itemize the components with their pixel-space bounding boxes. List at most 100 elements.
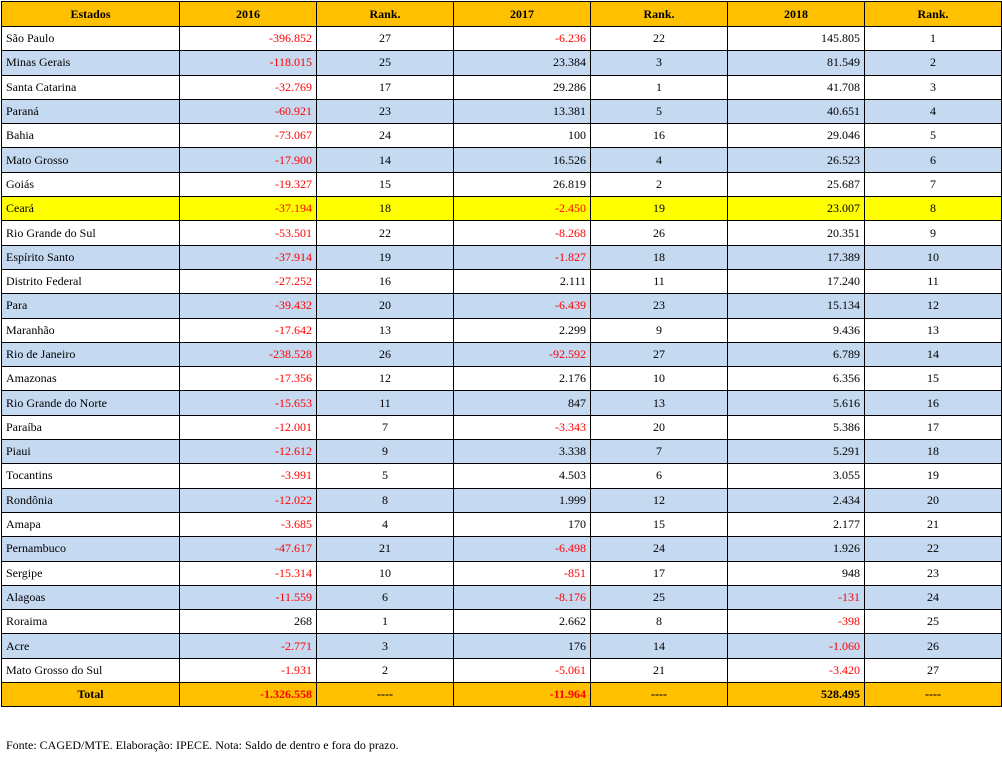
table-row: Rondônia -12.022 8 1.999 12 2.434 20: [1, 487, 1002, 513]
state-cell: Espírito Santo: [1, 244, 180, 270]
rank-2017: 26: [590, 220, 728, 246]
table-row: Tocantins -3.991 5 4.503 6 3.055 19: [1, 463, 1002, 489]
rank-2017: 19: [590, 196, 728, 222]
value-2017: -6.498: [453, 536, 591, 562]
value-2017: 1.999: [453, 487, 591, 513]
state-cell: Pernambuco: [1, 536, 180, 562]
value-2016: -396.852: [179, 25, 317, 52]
table-row: Amapa -3.685 4 170 15 2.177 21: [1, 511, 1002, 538]
header-estados: Estados: [1, 1, 180, 27]
table-row: Rio Grande do Norte -15.653 11 847 13 5.616 16: [1, 390, 1002, 416]
rank-2016: 10: [316, 560, 454, 586]
rank-2018: 24: [864, 584, 1002, 611]
header-rank-2016: Rank.: [316, 1, 454, 27]
state-cell: Rio Grande do Sul: [1, 220, 180, 246]
value-2017: -6.439: [453, 293, 591, 319]
value-2018: -131: [727, 584, 865, 611]
total-label: Total: [1, 682, 180, 708]
rank-2016: 20: [316, 293, 454, 319]
value-2018: 40.651: [727, 98, 865, 125]
rank-2018: 12: [864, 293, 1002, 319]
table-row: Mato Grosso -17.900 14 16.526 4 26.523 6: [1, 147, 1002, 173]
rank-2018: 1: [864, 25, 1002, 52]
rank-2016: 3: [316, 633, 454, 659]
value-2016: -17.900: [179, 147, 317, 173]
value-2016: -3.685: [179, 511, 317, 538]
rank-2016: 16: [316, 268, 454, 295]
rank-2016: 17: [316, 74, 454, 100]
value-2017: -92.592: [453, 341, 591, 368]
total-2017: -11.964: [453, 682, 591, 708]
rank-2017: 10: [590, 366, 728, 392]
table-row: Bahia -73.067 24 100 16 29.046 5: [1, 123, 1002, 149]
value-2017: 16.526: [453, 147, 591, 173]
value-2016: -3.991: [179, 463, 317, 489]
value-2016: -12.001: [179, 414, 317, 441]
rank-2018: 5: [864, 123, 1002, 149]
header-2016: 2016: [179, 1, 317, 27]
rank-2018: 3: [864, 74, 1002, 100]
rank-2017: 1: [590, 74, 728, 100]
state-cell: Sergipe: [1, 560, 180, 586]
rank-2017: 18: [590, 244, 728, 270]
rank-2018: 15: [864, 366, 1002, 392]
rank-2018: 17: [864, 414, 1002, 441]
value-2017: 100: [453, 123, 591, 149]
rank-2017: 2: [590, 171, 728, 198]
rank-2016: 15: [316, 171, 454, 198]
value-2018: 5.291: [727, 439, 865, 465]
table-row: Ceará -37.194 18 -2.450 19 23.007 8: [1, 196, 1002, 222]
table-row: São Paulo -396.852 27 -6.236 22 145.805 1: [1, 25, 1002, 52]
table-row: Distrito Federal -27.252 16 2.111 11 17.240 11: [1, 268, 1002, 295]
state-cell: Santa Catarina: [1, 74, 180, 100]
value-2017: 13.381: [453, 98, 591, 125]
rank-2016: 22: [316, 220, 454, 246]
table-row: Espírito Santo -37.914 19 -1.827 18 17.389 10: [1, 244, 1002, 270]
table-row: Goiás -19.327 15 26.819 2 25.687 7: [1, 171, 1002, 198]
value-2018: 41.708: [727, 74, 865, 100]
value-2018: 2.434: [727, 487, 865, 513]
rank-2017: 13: [590, 390, 728, 416]
rank-2017: 25: [590, 584, 728, 611]
rank-2017: 12: [590, 487, 728, 513]
value-2016: -27.252: [179, 268, 317, 295]
value-2017: 4.503: [453, 463, 591, 489]
value-2016: -47.617: [179, 536, 317, 562]
rank-2016: 24: [316, 123, 454, 149]
value-2016: -11.559: [179, 584, 317, 611]
state-cell: Ceará: [1, 196, 180, 222]
header-row: Estados 2016 Rank. 2017 Rank. 2018 Rank.: [1, 1, 1002, 27]
table-row: Rio Grande do Sul -53.501 22 -8.268 26 20.351…: [1, 220, 1002, 246]
value-2018: 26.523: [727, 147, 865, 173]
state-cell: Rio Grande do Norte: [1, 390, 180, 416]
value-2018: 9.436: [727, 317, 865, 343]
rank-2017: 6: [590, 463, 728, 489]
table-row: Mato Grosso do Sul -1.931 2 -5.061 21 -3.420 2…: [1, 657, 1002, 684]
value-2018: 81.549: [727, 50, 865, 76]
rank-2018: 27: [864, 657, 1002, 684]
rank-2018: 10: [864, 244, 1002, 270]
rank-2017: 3: [590, 50, 728, 76]
rank-2017: 17: [590, 560, 728, 586]
state-cell: Para: [1, 293, 180, 319]
value-2018: 6.789: [727, 341, 865, 368]
value-2017: 2.176: [453, 366, 591, 392]
value-2018: 23.007: [727, 196, 865, 222]
rank-2016: 18: [316, 196, 454, 222]
state-cell: Paraná: [1, 98, 180, 125]
value-2017: 29.286: [453, 74, 591, 100]
rank-2018: 14: [864, 341, 1002, 368]
rank-2016: 19: [316, 244, 454, 270]
rank-2017: 15: [590, 511, 728, 538]
rank-2017: 27: [590, 341, 728, 368]
rank-2018: 6: [864, 147, 1002, 173]
value-2016: -19.327: [179, 171, 317, 198]
rank-2018: 20: [864, 487, 1002, 513]
value-2018: 3.055: [727, 463, 865, 489]
state-cell: Mato Grosso: [1, 147, 180, 173]
value-2018: 17.240: [727, 268, 865, 295]
value-2018: -1.060: [727, 633, 865, 659]
rank-2018: 7: [864, 171, 1002, 198]
value-2017: -6.236: [453, 25, 591, 52]
rank-2018: 11: [864, 268, 1002, 295]
